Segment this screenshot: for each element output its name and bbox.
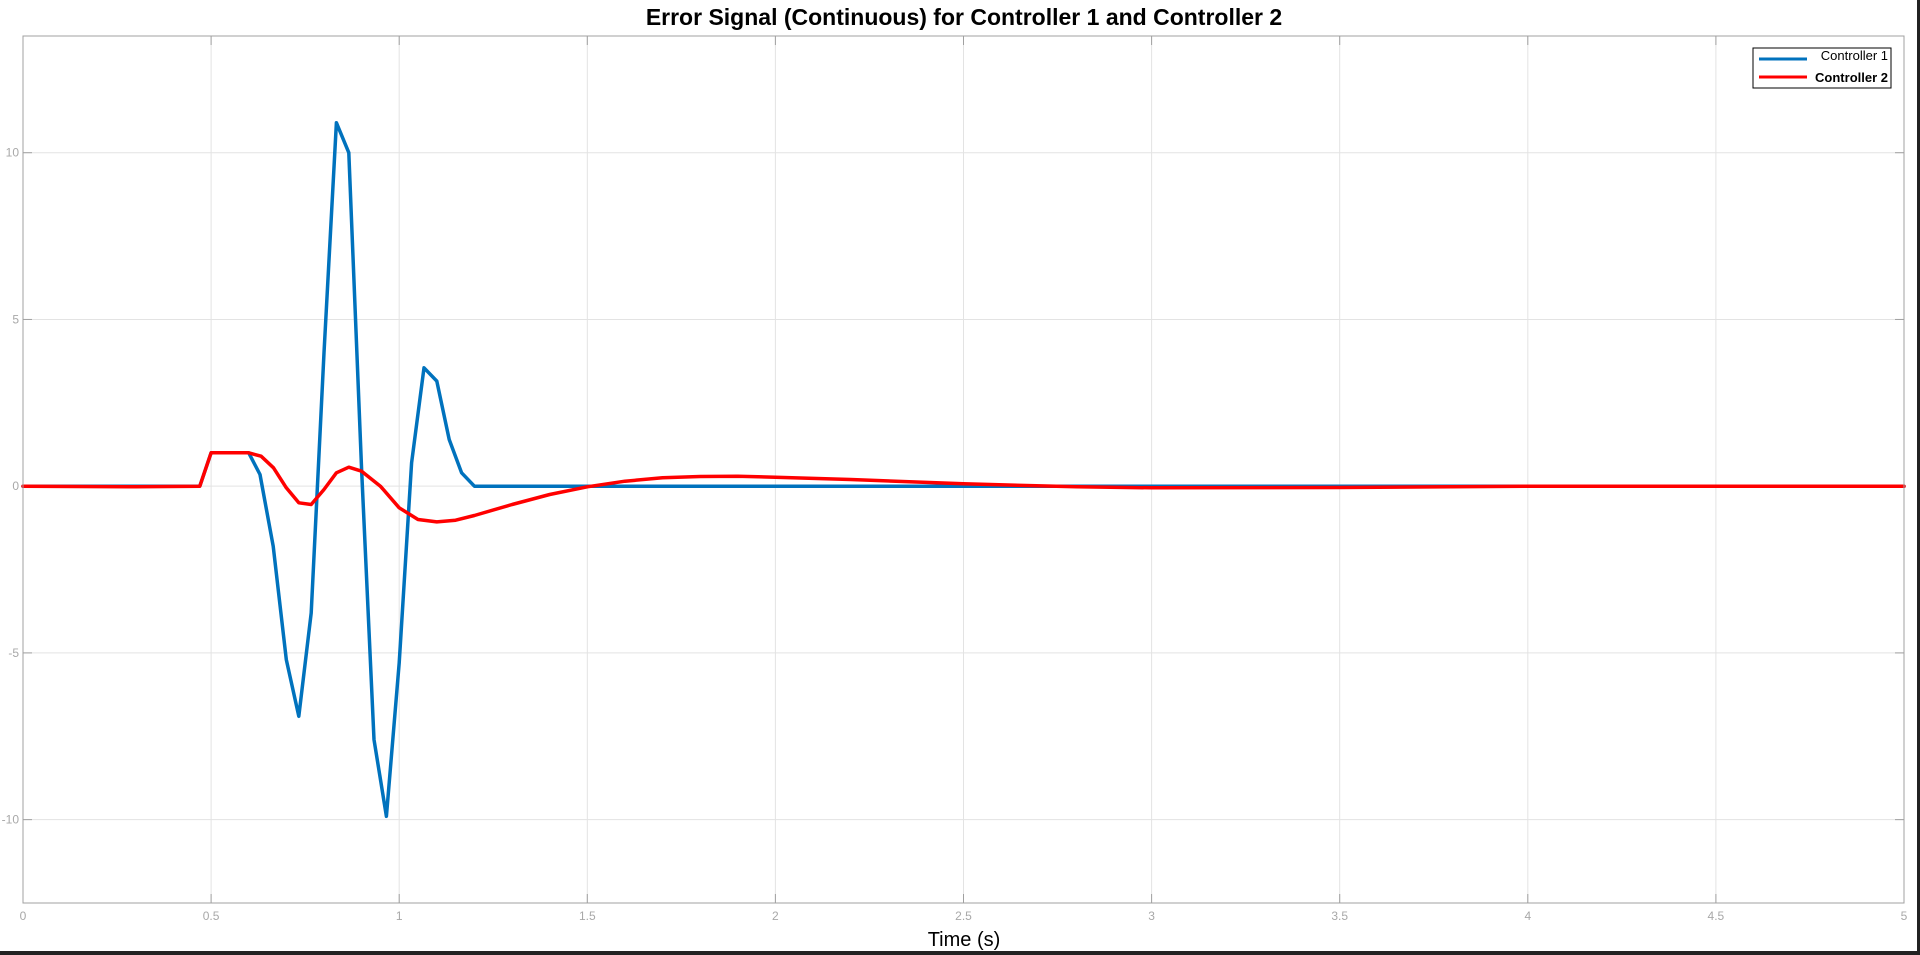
x-tick-label: 3: [1148, 909, 1155, 923]
series-line-controller-2: [21, 451, 1906, 524]
series-line-controller-1: [21, 120, 1906, 819]
legend-label-controller-2: Controller 2: [1815, 70, 1888, 85]
y-tick-label: 5: [12, 312, 19, 326]
x-axis-label: Time (s): [928, 929, 1001, 951]
y-tick-label: -10: [2, 813, 20, 827]
series-lines: [21, 120, 1906, 819]
x-tick-label: 4.5: [1708, 909, 1725, 923]
x-tick-label: 1.5: [579, 909, 596, 923]
axes-box: [22, 35, 1905, 904]
x-tick-label: 0.5: [203, 909, 220, 923]
x-tick-label: 3.5: [1331, 909, 1348, 923]
chart-title: Error Signal (Continuous) for Controller…: [646, 4, 1282, 30]
legend-box: [1752, 47, 1892, 89]
x-tick-label: 2: [772, 909, 779, 923]
x-tick-label: 0: [20, 909, 27, 923]
y-tick-label: 10: [6, 146, 20, 160]
x-tick-label: 1: [396, 909, 403, 923]
x-tick-label: 5: [1901, 909, 1908, 923]
y-tick-label: 0: [12, 479, 19, 493]
legend-label-controller-1: Controller 1: [1821, 48, 1888, 63]
x-tick-label: 2.5: [955, 909, 972, 923]
y-tick-label: -5: [8, 646, 19, 660]
x-tick-label: 4: [1524, 909, 1531, 923]
legend: Controller 1 Controller 2: [1752, 47, 1892, 89]
axis-ticks: 0 0.5 1 1.5 2 2.5 3 3.5 4 4.5 5 -10 -5 0 5 10: [2, 36, 1908, 923]
